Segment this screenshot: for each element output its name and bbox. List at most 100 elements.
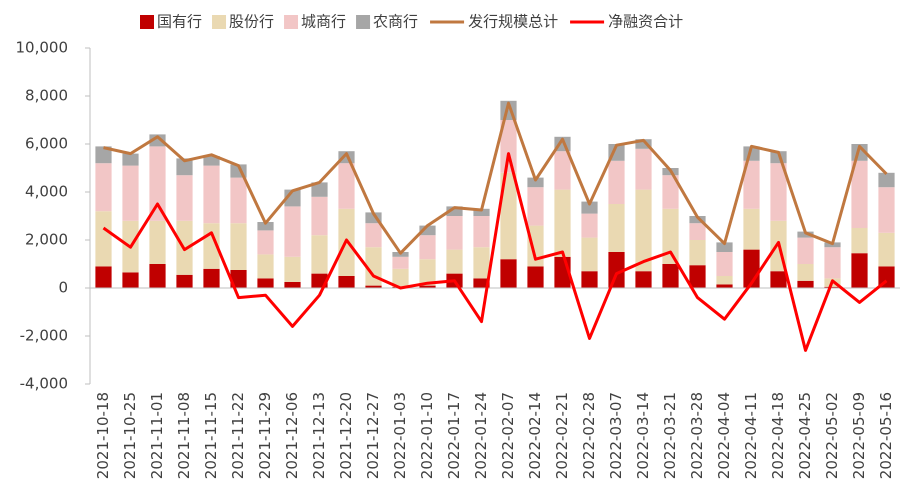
bar [149, 134, 166, 147]
legend-label: 国有行 [157, 13, 202, 31]
bar [365, 212, 382, 224]
x-tick-label: 2022-02-14 [526, 392, 544, 479]
bar [95, 211, 112, 267]
bar [635, 139, 652, 149]
x-tick-label: 2021-11-08 [175, 392, 193, 479]
bar [473, 208, 490, 216]
bar [230, 270, 247, 288]
bar [284, 206, 301, 257]
bar [122, 165, 139, 221]
bar [797, 264, 814, 281]
bar [446, 206, 463, 216]
legend-swatch [284, 15, 299, 29]
bar [95, 163, 112, 212]
bar [878, 232, 895, 267]
x-tick-label: 2022-01-24 [472, 392, 490, 479]
x-tick-label: 2022-03-07 [607, 392, 625, 479]
bar [797, 280, 814, 288]
y-tick-label: -2,000 [20, 327, 68, 345]
x-tick-label: 2022-03-14 [634, 392, 652, 479]
bar [257, 254, 274, 279]
bar [473, 247, 490, 279]
bar [824, 286, 841, 288]
legend-swatch [356, 15, 371, 29]
x-tick-label: 2021-10-18 [94, 392, 112, 479]
legend-swatch [212, 15, 227, 29]
bar [230, 177, 247, 224]
bar [419, 259, 436, 286]
x-tick-label: 2021-12-13 [310, 392, 328, 479]
x-tick-label: 2022-04-11 [742, 392, 760, 479]
bar [635, 189, 652, 272]
bar [257, 278, 274, 288]
legend-label: 净融资合计 [608, 13, 683, 31]
bar [419, 285, 436, 288]
x-tick-label: 2021-11-15 [202, 392, 220, 479]
bar [122, 153, 139, 166]
bar [500, 259, 517, 288]
bar [284, 282, 301, 288]
x-tick-label: 2022-02-07 [499, 392, 517, 479]
x-tick-label: 2021-10-25 [121, 392, 139, 479]
bar [392, 268, 409, 287]
bar [527, 266, 544, 288]
bar [230, 223, 247, 270]
x-tick-label: 2022-03-28 [688, 392, 706, 479]
bar [365, 285, 382, 288]
x-tick-label: 2022-02-28 [580, 392, 598, 479]
y-tick-label: 10,000 [16, 39, 69, 57]
y-tick-label: 0 [58, 279, 68, 297]
bar [527, 177, 544, 188]
bar [581, 271, 598, 288]
bar [311, 235, 328, 274]
bar [608, 160, 625, 204]
y-tick-label: 8,000 [25, 87, 68, 105]
x-tick-label: 2022-01-10 [418, 392, 436, 479]
bar [635, 271, 652, 288]
bar [716, 276, 733, 285]
x-tick-label: 2022-05-16 [877, 392, 895, 479]
line [103, 101, 888, 255]
bar [689, 265, 706, 288]
bar [311, 196, 328, 236]
bar [203, 268, 220, 288]
x-tick-label: 2022-04-04 [715, 392, 733, 479]
bar [581, 213, 598, 238]
x-tick-label: 2021-12-20 [337, 392, 355, 479]
bar [95, 146, 112, 164]
bar [527, 187, 544, 226]
bar [662, 264, 679, 288]
y-tick-label: 2,000 [25, 231, 68, 249]
legend-swatch [140, 15, 154, 29]
bar [851, 228, 868, 254]
bar [878, 187, 895, 233]
bar [257, 230, 274, 255]
x-tick-label: 2021-11-22 [229, 392, 247, 479]
x-tick-label: 2021-11-29 [256, 392, 274, 479]
bar [338, 276, 355, 288]
y-tick-label: 6,000 [25, 135, 68, 153]
bar [446, 249, 463, 274]
bar [689, 240, 706, 266]
bar [851, 253, 868, 288]
x-tick-label: 2022-05-02 [823, 392, 841, 479]
x-tick-label: 2022-04-25 [796, 392, 814, 479]
legend-label: 股份行 [229, 13, 274, 31]
y-tick-label: 4,000 [25, 183, 68, 201]
bar [716, 242, 733, 252]
bar [824, 247, 841, 279]
legend-label: 城商行 [301, 13, 346, 31]
bar [95, 266, 112, 288]
bar [608, 204, 625, 252]
x-tick-label: 2022-01-03 [391, 392, 409, 479]
bar [743, 160, 760, 209]
bar [338, 163, 355, 209]
bar [392, 256, 409, 269]
x-tick-label: 2021-12-27 [364, 392, 382, 479]
bar [122, 272, 139, 288]
bar [716, 252, 733, 276]
legend-label: 农商行 [373, 13, 418, 31]
bar [149, 220, 166, 264]
bar [176, 274, 193, 288]
